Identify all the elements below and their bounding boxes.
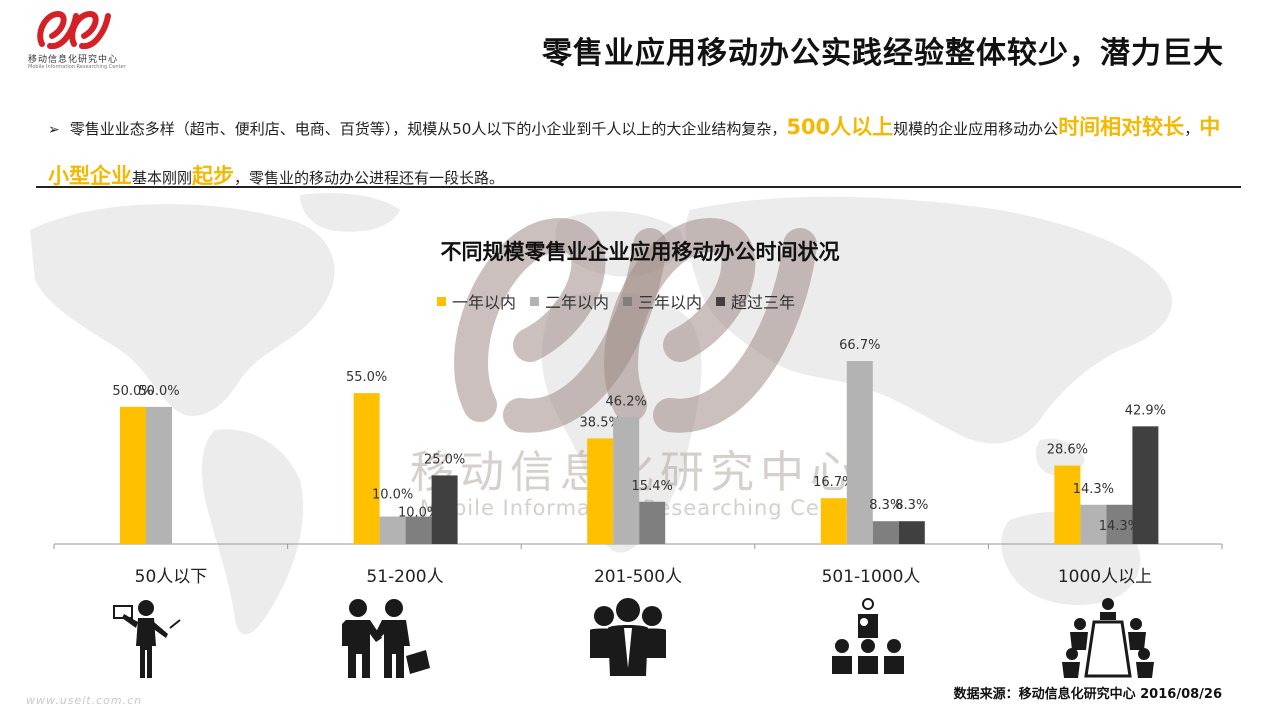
legend-swatch (716, 296, 726, 306)
meeting-icon (832, 598, 904, 674)
category-label: 1000人以上 (1057, 567, 1153, 587)
bar (1080, 504, 1107, 544)
data-label: 50.0% (112, 384, 153, 399)
bar (846, 361, 873, 544)
legend-label: 二年以内 (545, 293, 610, 312)
data-label: 10.0% (372, 488, 413, 503)
bar (405, 516, 432, 544)
bullet-text: ，零售业的移动办公进程还有一段长路。 (234, 169, 505, 187)
data-source: 数据来源：移动信息化研究中心 2016/08/26 (953, 687, 1222, 702)
logo-text-en: Mobile Information Researching Center (28, 64, 126, 70)
chart-legend: 一年以内 二年以内 三年以内 超过三年 (437, 289, 795, 313)
category-label: 201-500人 (593, 567, 683, 587)
bar (872, 521, 899, 544)
data-label: 14.3% (1073, 482, 1114, 497)
data-label: 15.4% (632, 479, 673, 494)
conference-table-icon (1062, 598, 1154, 678)
legend-item: 超过三年 (716, 289, 795, 313)
data-label: 46.2% (606, 394, 647, 409)
bar (587, 438, 614, 544)
data-label: 55.0% (346, 370, 387, 385)
bar (1054, 465, 1081, 544)
highlight-text: 中小型企业 (48, 115, 1221, 188)
data-label: 66.7% (839, 338, 880, 353)
site-url: www.useit.com.cn (26, 694, 143, 707)
bar (639, 501, 666, 544)
data-label: 8.3% (895, 498, 928, 513)
data-label: 28.6% (1047, 443, 1088, 458)
category-label: 501-1000人 (821, 567, 921, 587)
divider-line (36, 186, 1241, 188)
legend-item: 二年以内 (530, 289, 609, 313)
legend-item: 一年以内 (437, 289, 516, 313)
legend-label: 三年以内 (638, 293, 703, 312)
bar (1132, 426, 1159, 544)
data-label: 8.3% (869, 498, 902, 513)
category-label: 51-200人 (366, 567, 444, 587)
summary-bullet: ➢ 零售业业态多样（超市、便利店、电商、百货等），规模从50人以下的小企业到千人以… (48, 104, 1233, 201)
bullet-text: ， (1184, 120, 1200, 138)
data-label: 16.7% (813, 475, 854, 490)
bar (1106, 504, 1133, 544)
data-label: 25.0% (424, 452, 465, 467)
handshake-icon (342, 599, 430, 678)
bullet-arrow-icon: ➢ (48, 122, 60, 138)
slide-title: 零售业应用移动办公实践经验整体较少，潜力巨大 (542, 36, 1224, 71)
logo-mark-icon (37, 10, 111, 50)
bullet-text: 零售业业态多样（超市、便利店、电商、百货等），规模从50人以下的小企业到千人以上… (69, 120, 787, 138)
data-label: 42.9% (1125, 403, 1166, 418)
legend-label: 超过三年 (731, 293, 796, 312)
legend-swatch (530, 296, 540, 306)
legend-item: 三年以内 (623, 289, 702, 313)
group-icon (590, 598, 666, 676)
logo: 移动信息化研究中心 Mobile Information Researching… (28, 8, 138, 70)
data-label: 10.0% (398, 506, 439, 521)
data-label: 50.0% (138, 384, 179, 399)
highlight-text: 时间相对较长 (1058, 115, 1185, 139)
bar (898, 521, 925, 544)
bar (353, 393, 380, 544)
category-label: 50人以下 (134, 567, 208, 587)
legend-swatch (437, 296, 446, 306)
bar (379, 516, 406, 544)
legend-label: 一年以内 (452, 293, 517, 312)
highlight-text: 500人以上 (786, 115, 894, 139)
bar (120, 406, 146, 544)
bar (613, 417, 640, 544)
data-label: 38.5% (580, 415, 621, 430)
bar (431, 475, 458, 544)
highlight-text: 起步 (192, 164, 235, 188)
bar (820, 498, 847, 544)
bullet-text: 基本刚刚 (132, 169, 193, 187)
legend-swatch (623, 296, 633, 306)
presenter-icon (113, 600, 181, 678)
chart-title: 不同规模零售业企业应用移动办公时间状况 (440, 240, 840, 264)
bar (146, 406, 172, 544)
logo-text-cn: 移动信息化研究中心 (28, 55, 119, 65)
data-label: 14.3% (1099, 519, 1140, 534)
bullet-text: 规模的企业应用移动办公 (893, 120, 1059, 138)
